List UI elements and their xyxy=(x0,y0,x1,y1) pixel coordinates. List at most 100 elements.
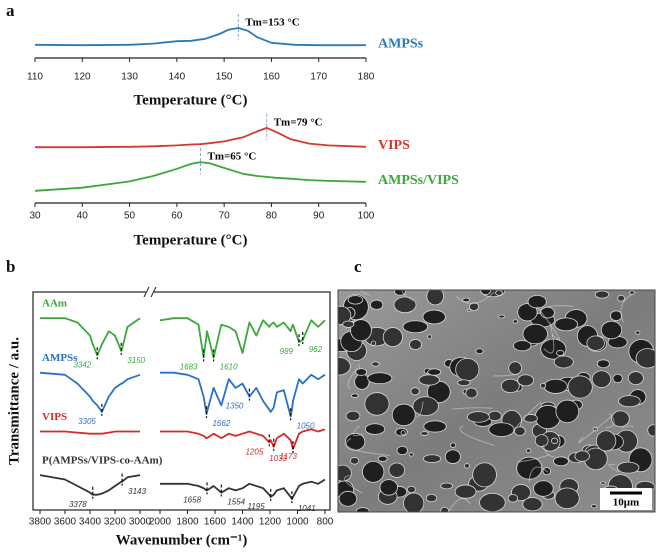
pore xyxy=(354,373,370,390)
annotation: Tm=153 °C xyxy=(245,17,299,29)
pore xyxy=(349,457,360,465)
pore xyxy=(553,456,569,467)
pore xyxy=(350,319,372,342)
x-tick-label: 160 xyxy=(263,72,280,83)
peak-label: 3143 xyxy=(128,487,146,496)
series-label: AMPSs xyxy=(42,352,78,364)
pore xyxy=(351,393,359,398)
pore xyxy=(617,461,640,474)
pore xyxy=(556,349,565,356)
ridge xyxy=(517,454,551,463)
x-tick-label: 110 xyxy=(27,72,43,83)
x-tick-label: 60 xyxy=(171,211,183,222)
pore xyxy=(508,361,522,375)
peak-label: 3342 xyxy=(73,360,91,369)
ridge xyxy=(357,363,361,370)
pore xyxy=(574,450,590,462)
pore xyxy=(534,434,549,447)
x-tick-label: 1000 xyxy=(286,517,309,528)
pore xyxy=(338,464,352,482)
pore xyxy=(551,437,559,445)
pore xyxy=(422,454,442,464)
peak-label: 962 xyxy=(309,345,323,354)
series-label: AMPSs xyxy=(378,36,424,51)
peak-label: 1554 xyxy=(227,498,245,507)
pore xyxy=(427,368,442,376)
ridge xyxy=(400,290,414,302)
x-tick-label: 3800 xyxy=(29,517,52,528)
pore xyxy=(440,482,453,490)
axis-break xyxy=(143,286,150,298)
pore xyxy=(479,492,506,512)
peak-label: 1658 xyxy=(183,495,201,504)
pore xyxy=(400,430,406,436)
pore xyxy=(525,448,532,454)
pore xyxy=(338,357,351,376)
pore xyxy=(517,303,538,322)
pore xyxy=(465,387,478,399)
pore xyxy=(527,294,547,309)
x-tick-label: 50 xyxy=(124,211,136,222)
pore xyxy=(629,290,635,295)
pore xyxy=(426,290,445,306)
y-axis-title: Transmittance / a.u. xyxy=(6,337,22,465)
ridge xyxy=(456,291,495,304)
pore xyxy=(345,410,361,422)
x-tick-label: 90 xyxy=(313,211,325,222)
peak-label: 1041 xyxy=(298,504,316,513)
pore xyxy=(627,371,644,385)
pore xyxy=(517,374,535,387)
annotation: Tm=79 °C xyxy=(274,116,323,128)
series-line xyxy=(34,161,367,192)
pore xyxy=(394,290,406,296)
scale-bar-label: 10μm xyxy=(613,497,639,509)
pore xyxy=(612,373,623,384)
ridge xyxy=(536,306,560,341)
x-tick-label: 170 xyxy=(310,72,327,83)
series-label: VIPS xyxy=(42,411,67,423)
x-tick-label: 3400 xyxy=(79,517,102,528)
pore xyxy=(599,481,606,485)
ridge xyxy=(512,401,542,432)
x-tick-label: 3200 xyxy=(104,517,127,528)
series-label: AAm xyxy=(42,298,67,310)
annotation: Tm=65 °C xyxy=(208,151,257,163)
ridge xyxy=(416,401,424,418)
pore xyxy=(611,410,630,428)
pore xyxy=(377,455,388,462)
pore xyxy=(591,370,612,388)
pore xyxy=(371,361,380,367)
x-tick-label: 30 xyxy=(29,211,41,222)
ridge xyxy=(447,498,471,512)
pore xyxy=(539,382,547,389)
panel-label: c xyxy=(354,257,362,276)
ridge xyxy=(621,425,634,429)
ridge xyxy=(528,466,549,483)
pore xyxy=(338,305,352,325)
pore xyxy=(586,335,605,351)
pore xyxy=(469,302,480,312)
x-tick-label: 140 xyxy=(169,72,186,83)
pore xyxy=(610,310,623,322)
pore xyxy=(457,379,471,386)
pore xyxy=(554,317,578,332)
pore xyxy=(409,339,422,350)
pore xyxy=(507,493,519,503)
pore xyxy=(512,319,519,324)
pore xyxy=(450,442,457,448)
x-tick-label: 150 xyxy=(216,72,233,83)
series-line xyxy=(35,127,367,149)
pore xyxy=(418,374,440,386)
pore xyxy=(355,368,368,376)
pore xyxy=(523,414,538,423)
ridge xyxy=(359,290,371,296)
peak-label: 3378 xyxy=(69,500,87,509)
x-tick-label: 70 xyxy=(219,211,231,222)
ridge xyxy=(452,407,493,410)
pore xyxy=(444,449,461,464)
series-line xyxy=(40,317,326,359)
pore xyxy=(370,340,377,346)
pore xyxy=(513,340,532,352)
pore xyxy=(369,299,384,310)
x-tick-label: 40 xyxy=(77,211,89,222)
